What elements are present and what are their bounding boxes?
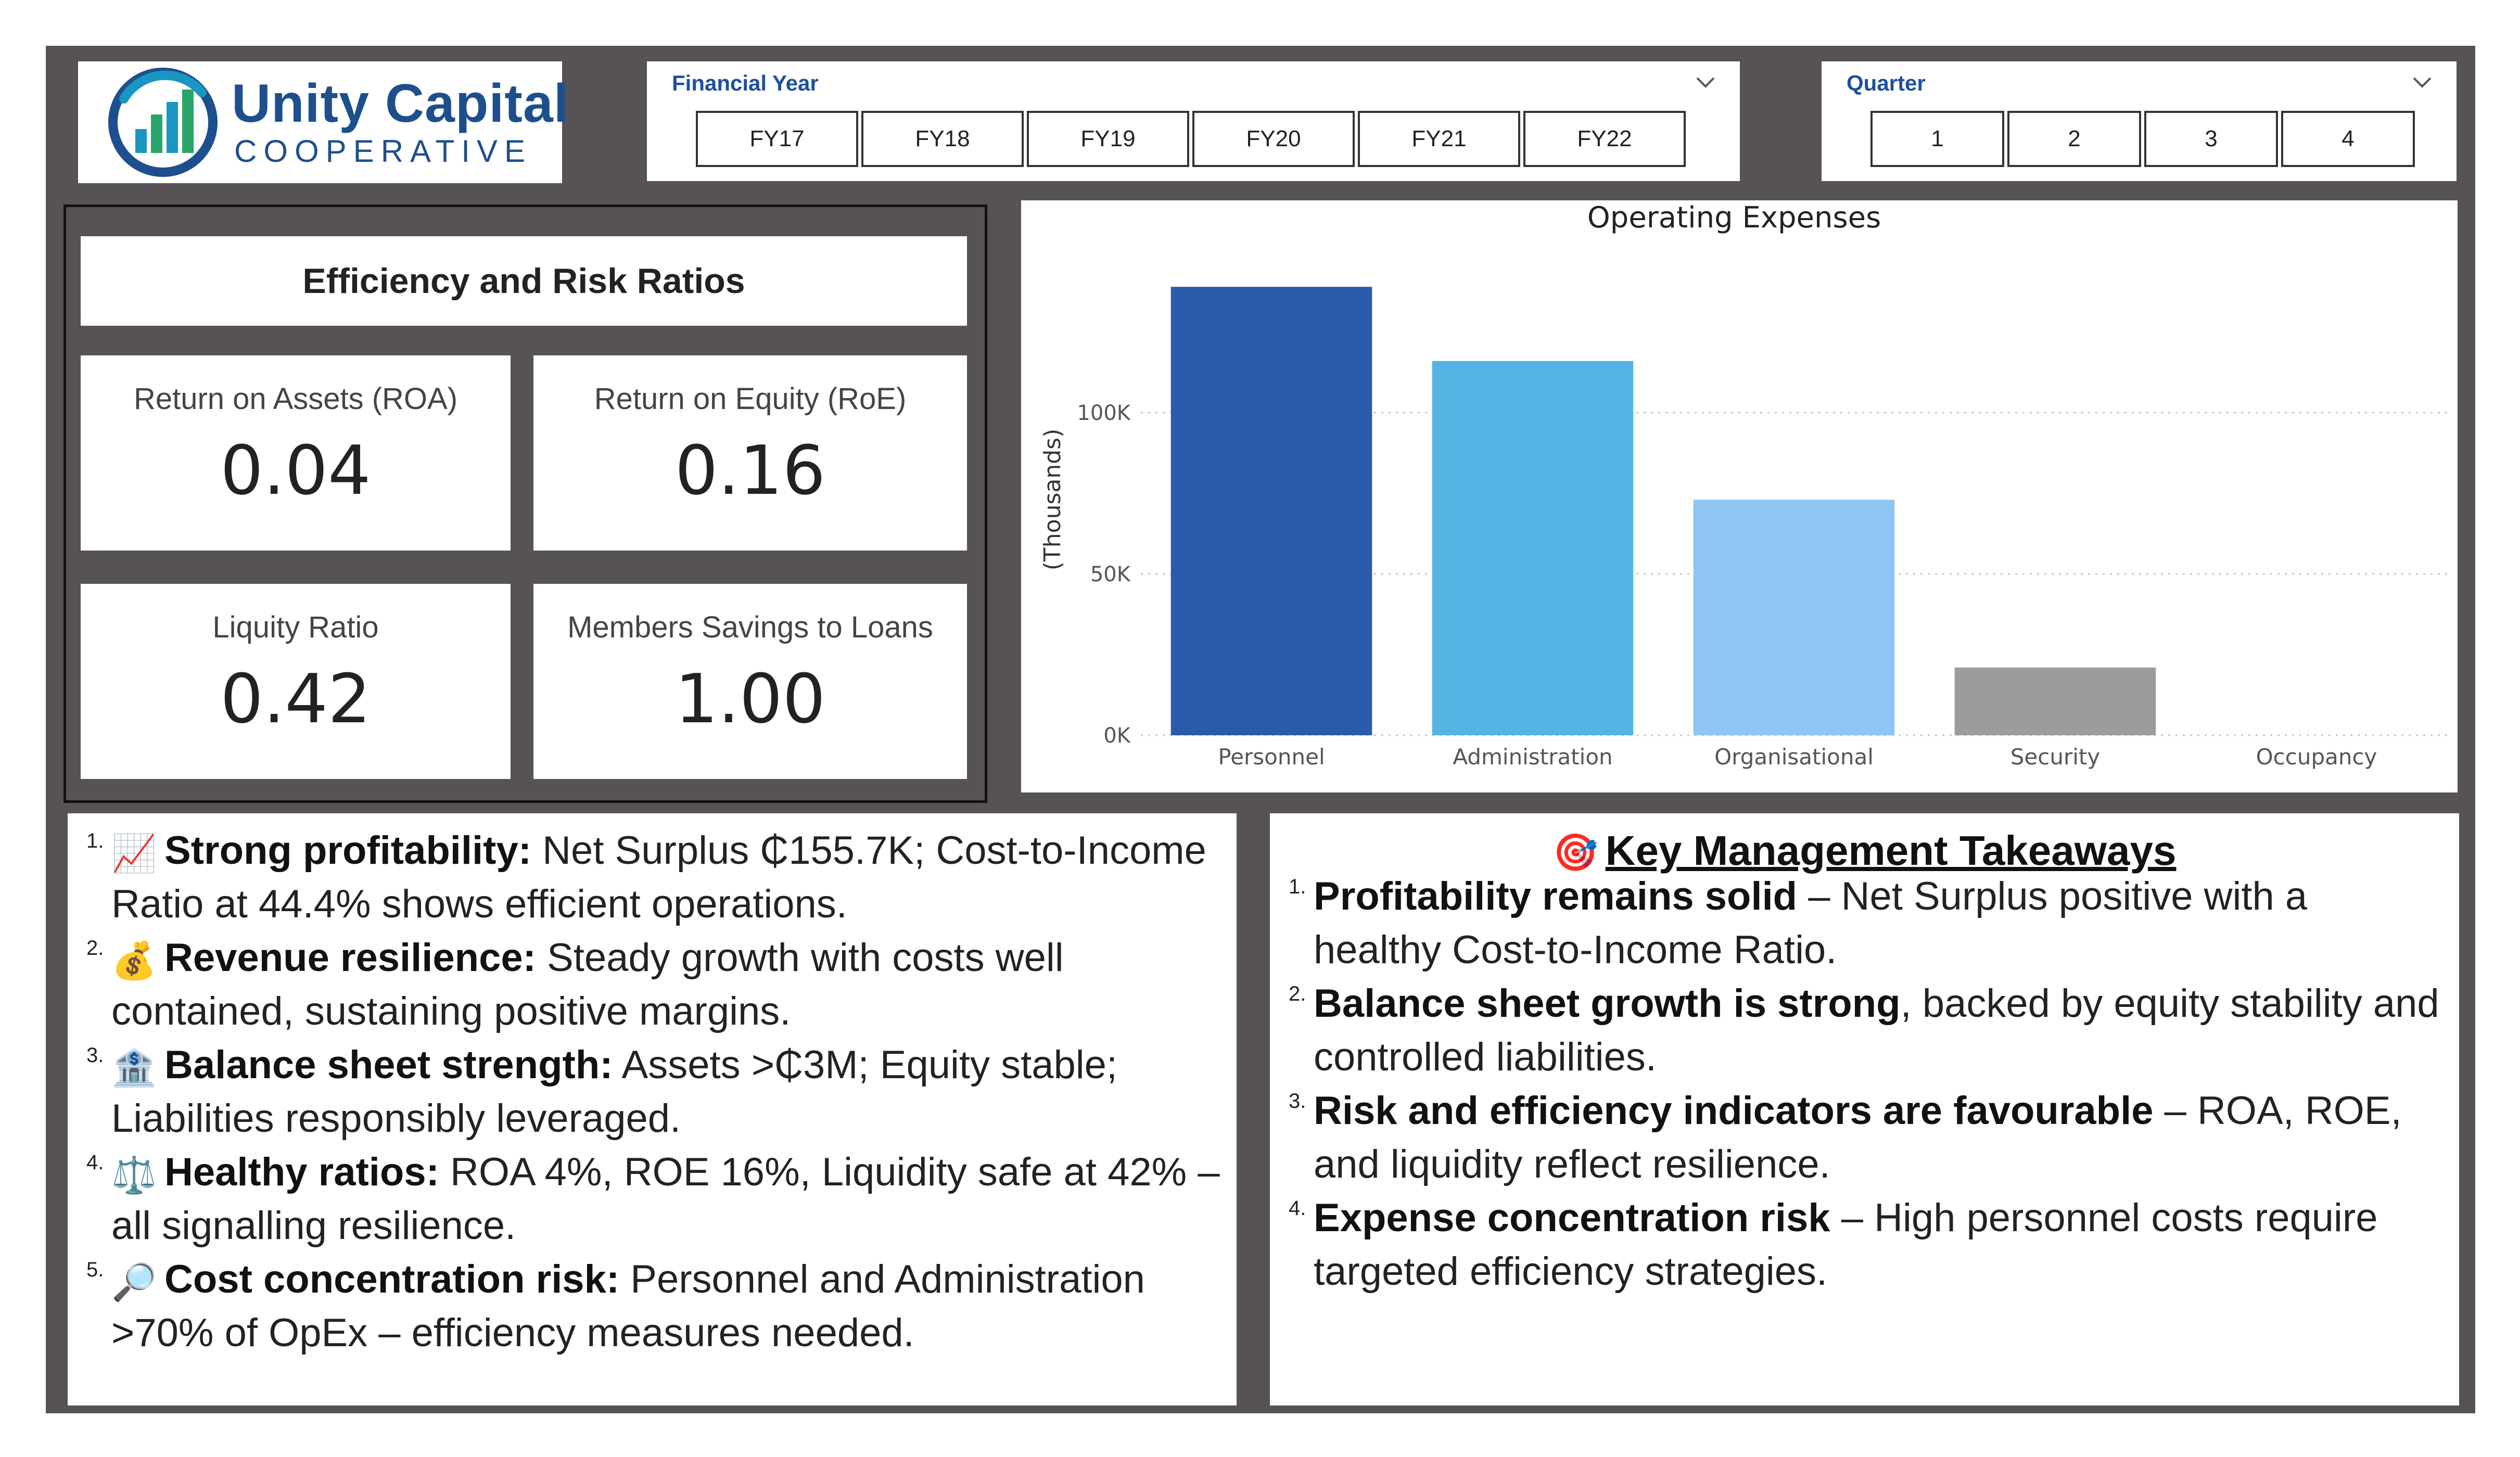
takeaway-item: 1. Profitability remains solid – Net Sur… [1289,870,2443,977]
takeaway-number: 4. [1289,1197,1306,1220]
y-tick-label: 100K [1077,401,1131,425]
insight-heading: Balance sheet strength: [164,1043,613,1087]
chart-title: Operating Expenses [1587,201,1881,235]
brand-subtitle: COOPERATIVE [234,134,532,169]
takeaway-heading: Profitability remains solid [1314,874,1798,918]
x-tick-label: Occupancy [2256,744,2377,770]
insight-number: 4. [86,1151,104,1174]
bank-icon: 🏦 [111,1047,157,1088]
quarter-option[interactable]: 1 [1870,111,2004,167]
takeaway-item: 4. Expense concentration risk – High per… [1289,1191,2443,1298]
takeaways-title: Key Management Takeaways [1605,827,2177,874]
insight-item: 5. 🔎 Cost concentration risk: Personnel a… [86,1252,1221,1360]
kpi-card-savings-to-loans[interactable]: Members Savings to Loans 1.00 [533,584,967,779]
fy-option[interactable]: FY22 [1523,111,1686,167]
money-bag-icon: 💰 [111,940,157,981]
financial-year-slicer-title: Financial Year [672,71,819,95]
kpi-label: Return on Assets (ROA) [133,382,458,416]
fy-option[interactable]: FY17 [696,111,858,167]
bar-personnel[interactable] [1170,287,1372,735]
insights-list: 1. 📈 Strong profitability: Net Surplus ₵1… [86,824,1221,1360]
insight-number: 5. [86,1258,104,1281]
kpi-value: 1.00 [674,659,826,738]
insight-heading: Cost concentration risk: [164,1257,620,1301]
operating-expenses-chart[interactable]: Operating Expenses (Thousands) 0K 50K 100K… [1021,200,2458,793]
kpi-value: 0.16 [674,431,826,510]
x-tick-label: Administration [1453,744,1612,770]
insight-number: 1. [86,829,104,852]
quarter-slicer-title: Quarter [1847,71,1926,95]
takeaway-number: 3. [1289,1090,1306,1113]
chevron-down-icon[interactable] [1695,76,1716,90]
fy-option[interactable]: FY19 [1027,111,1189,167]
brand-logo: Unity Capital COOPERATIVE [78,61,569,183]
takeaway-text: – Net Surplus positive with a healthy Co… [1314,874,2308,972]
kpi-value: 0.04 [220,431,371,510]
bar-security[interactable] [1954,667,2156,735]
insight-heading: Strong profitability: [164,828,532,873]
kpi-card-roa[interactable]: Return on Assets (ROA) 0.04 [81,355,511,551]
takeaway-item: 2. Balance sheet growth is strong, backe… [1289,977,2443,1084]
quarter-slicer[interactable]: Quarter 1 2 3 4 [1822,61,2457,181]
insight-number: 2. [86,937,104,960]
y-tick-label: 50K [1090,563,1131,586]
takeaway-heading: Balance sheet growth is strong [1314,981,1901,1026]
insights-panel: 1. 📈 Strong profitability: Net Surplus ₵1… [68,813,1237,1405]
takeaway-number: 2. [1289,982,1306,1005]
insight-item: 3. 🏦 Balance sheet strength: Assets >₵3M;… [86,1038,1221,1145]
kpi-card-liquidity[interactable]: Liquity Ratio 0.42 [81,584,511,779]
brand-name: Unity Capital [232,73,569,134]
takeaway-text: – High personnel costs require targeted … [1314,1196,2378,1294]
chart-y-axis-label: (Thousands) [1039,429,1066,571]
kpi-label: Return on Equity (RoE) [594,382,907,416]
fy-option[interactable]: FY18 [861,111,1024,167]
insight-item: 4. ⚖️ Healthy ratios: ROA 4%, ROE 16%, Li… [86,1145,1221,1252]
insight-item: 2. 💰 Revenue resilience: Steady growth wi… [86,931,1221,1038]
y-tick-label: 0K [1103,724,1131,748]
insight-number: 3. [86,1044,104,1067]
kpi-label: Liquity Ratio [212,610,379,644]
kpi-card-roe[interactable]: Return on Equity (RoE) 0.16 [533,355,967,551]
insight-text: Net Surplus ₵155.7K; Cost-to-Income Rati… [111,828,1206,926]
kpi-section-title: Efficiency and Risk Ratios [302,261,745,301]
logo-mark-icon [108,68,218,177]
quarter-option[interactable]: 4 [2281,111,2415,167]
takeaway-text: , backed by equity stability and control… [1314,981,2439,1079]
x-tick-label: Organisational [1714,744,1874,770]
chart-increasing-icon: 📈 [111,833,157,874]
takeaway-item: 3. Risk and efficiency indicators are fa… [1289,1084,2443,1191]
balance-scale-icon: ⚖️ [111,1154,157,1195]
kpi-section-header: Efficiency and Risk Ratios [81,236,967,326]
kpi-value: 0.42 [220,659,371,738]
takeaways-header: 🎯 Key Management Takeaways [1270,824,2459,879]
x-tick-label: Security [2010,744,2100,770]
quarter-option[interactable]: 3 [2144,111,2278,167]
takeaways-list: 1. Profitability remains solid – Net Sur… [1289,870,2443,1298]
insight-heading: Revenue resilience: [164,936,536,980]
takeaway-heading: Expense concentration risk [1314,1196,1830,1240]
insight-text: ROA 4%, ROE 16%, Liquidity safe at 42% –… [111,1150,1220,1248]
takeaways-panel: 🎯 Key Management Takeaways 1. Profitabili… [1270,813,2459,1405]
target-icon: 🎯 [1552,832,1598,873]
quarter-option[interactable]: 2 [2007,111,2141,167]
fy-option[interactable]: FY20 [1192,111,1355,167]
takeaway-number: 1. [1289,875,1306,898]
fy-option[interactable]: FY21 [1358,111,1520,167]
bar-organisational[interactable] [1693,500,1895,735]
x-tick-label: Personnel [1218,744,1325,770]
kpi-label: Members Savings to Loans [567,610,933,644]
insight-text: Personnel and Administration >70% of OpE… [111,1257,1145,1355]
bar-administration[interactable] [1432,361,1634,735]
takeaway-heading: Risk and efficiency indicators are favou… [1314,1089,2154,1133]
operating-expenses-svg: Operating Expenses (Thousands) 0K 50K 100K… [1039,201,2447,770]
insight-text: Assets >₵3M; Equity stable; Liabilities … [111,1043,1118,1141]
takeaway-text: – ROA, ROE, and liquidity reflect resili… [1314,1089,2402,1186]
insight-text: Steady growth with costs well contained,… [111,936,1064,1033]
financial-year-slicer[interactable]: Financial Year FY17 FY18 FY19 FY20 FY21 … [647,61,1740,181]
magnifier-icon: 🔎 [111,1261,157,1302]
insight-heading: Healthy ratios: [164,1150,439,1194]
chevron-down-icon[interactable] [2412,76,2433,90]
insight-item: 1. 📈 Strong profitability: Net Surplus ₵1… [86,824,1221,931]
